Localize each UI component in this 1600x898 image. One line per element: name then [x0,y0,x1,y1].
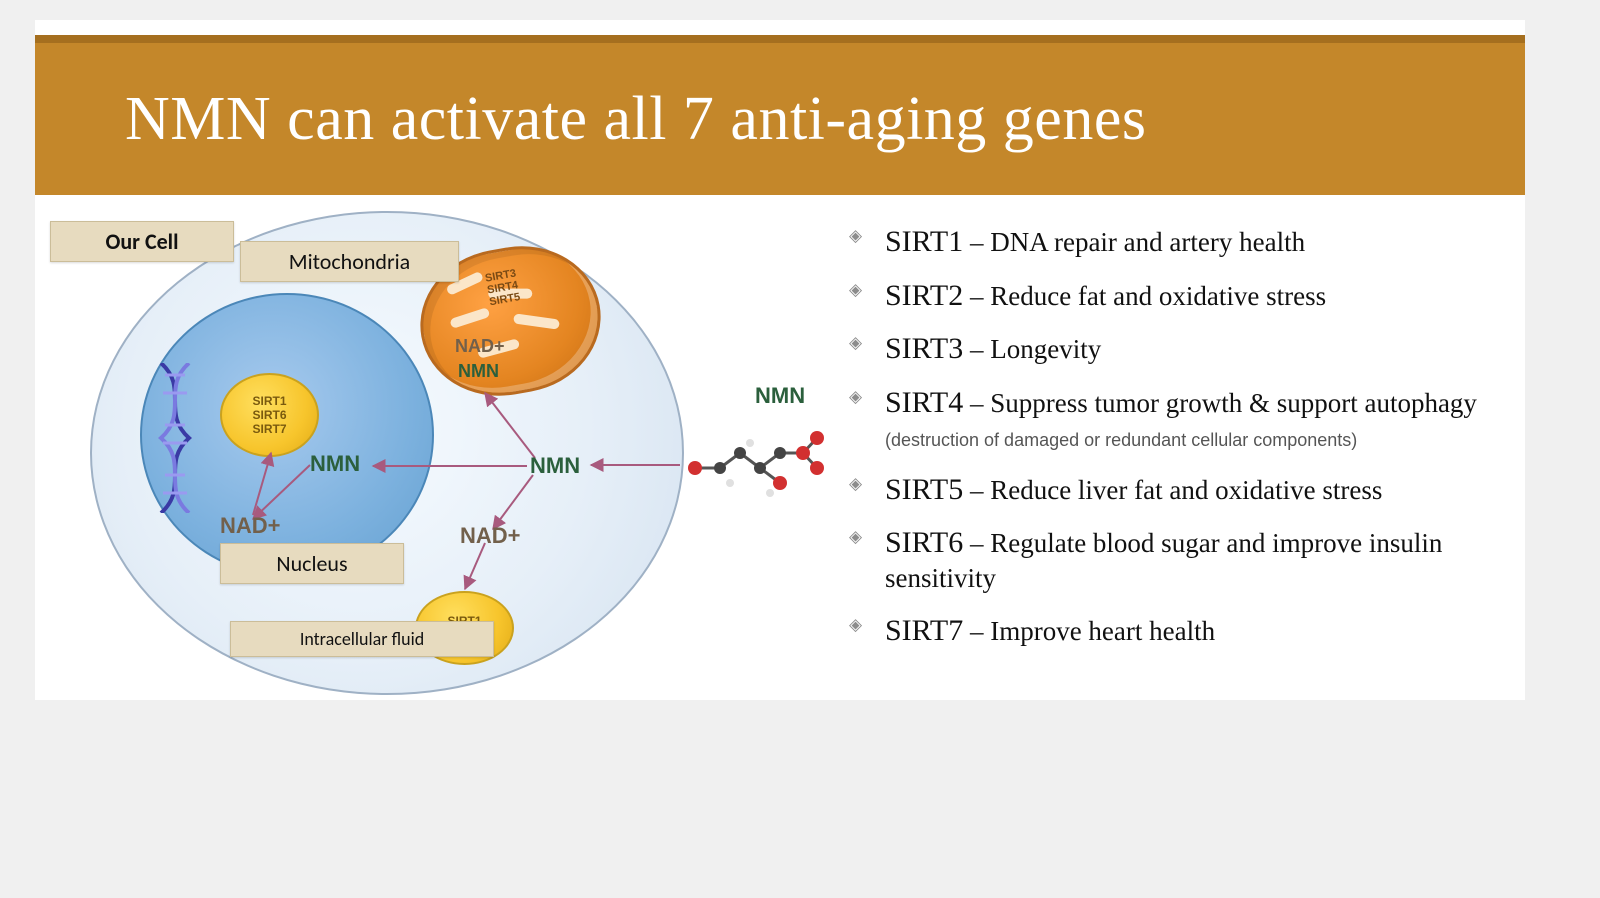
label-nmn: NMN [530,453,580,479]
cell-diagram: SIRT3SIRT4SIRT5 SIRT1SIRT6SIRT7 SIRT1SIR… [35,203,835,700]
sirt-list-item: SIRT4 – Suppress tumor growth & support … [843,384,1505,455]
slide-title: NMN can activate all 7 anti-aging genes [125,84,1146,155]
label-nad: NAD+ [460,523,521,549]
label-nucleus: Nucleus [220,543,404,584]
sirt-list-item: SIRT6 – Regulate blood sugar and improve… [843,524,1505,595]
slide-stage: NMN can activate all 7 anti-aging genes … [0,0,1600,898]
label-mitochondria: Mitochondria [240,241,459,282]
label-nmn: NMN [755,383,805,409]
sirt-list-item: SIRT3 – Longevity [843,330,1505,368]
sirt-list-item: SIRT7 – Improve heart health [843,612,1505,650]
title-bar: NMN can activate all 7 anti-aging genes [35,35,1525,195]
sirt-list-item: SIRT5 – Reduce liver fat and oxidative s… [843,471,1505,509]
nmn-molecule-icon [685,413,835,528]
label-nmn: NMN [310,451,360,477]
sirt-list: SIRT1 – DNA repair and artery health SIRT… [843,223,1505,649]
sirt-list-panel: SIRT1 – DNA repair and artery health SIRT… [835,203,1525,693]
label-our-cell: Our Cell [50,221,234,262]
sirt-list-item: SIRT2 – Reduce fat and oxidative stress [843,277,1505,315]
label-nad: NAD+ [455,336,505,357]
label-intracellular-fluid: Intracellular fluid [230,621,494,657]
label-nad: NAD+ [220,513,281,539]
sirt-list-item: SIRT1 – DNA repair and artery health [843,223,1505,261]
label-nmn: NMN [458,361,499,382]
